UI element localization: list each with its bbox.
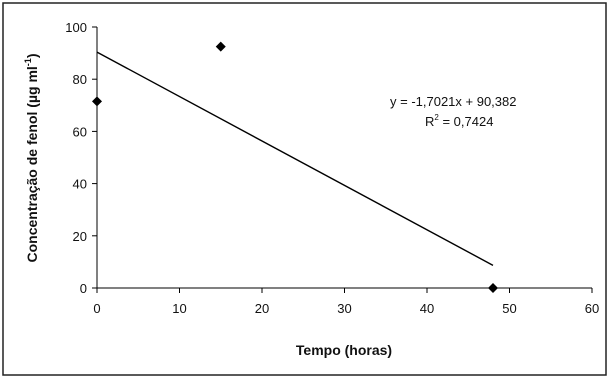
y-tick-label: 60 (73, 124, 87, 139)
y-axis-title-end: ) (24, 53, 40, 58)
data-point (488, 283, 498, 293)
equation-label: y = -1,7021x + 90,382 (390, 94, 516, 109)
data-point (92, 96, 102, 107)
r-squared-prefix: R (425, 114, 434, 129)
x-tick-label: 10 (172, 301, 186, 316)
x-tick-label: 40 (420, 301, 434, 316)
y-tick-label: 20 (73, 229, 87, 244)
x-tick-label: 50 (502, 301, 516, 316)
y-axis-title-superscript: -1 (23, 58, 33, 66)
x-tick-label: 30 (337, 301, 351, 316)
r-squared-label: R2 = 0,7424 (425, 113, 493, 129)
y-axis-title-main: Concentração de fenol (µg ml (24, 66, 40, 262)
y-tick-label: 100 (65, 20, 87, 35)
r-squared-superscript: 2 (434, 113, 439, 122)
data-points (92, 41, 498, 293)
y-tick-label: 40 (73, 177, 87, 192)
r-squared-value: = 0,7424 (439, 114, 494, 129)
x-tick-label: 60 (585, 301, 599, 316)
x-tick-label: 0 (93, 301, 100, 316)
trendline (96, 51, 494, 266)
y-tick-label: 0 (80, 281, 87, 296)
y-ticks: 0 20 40 60 80 100 (65, 20, 97, 296)
x-axis-title: Tempo (horas) (296, 342, 392, 358)
y-tick-label: 80 (73, 72, 87, 87)
data-point (215, 41, 226, 52)
x-ticks: 0 10 20 30 40 50 60 (93, 288, 599, 316)
y-axis-title: Concentração de fenol (µg ml-1) (23, 53, 40, 262)
x-tick-label: 20 (255, 301, 269, 316)
